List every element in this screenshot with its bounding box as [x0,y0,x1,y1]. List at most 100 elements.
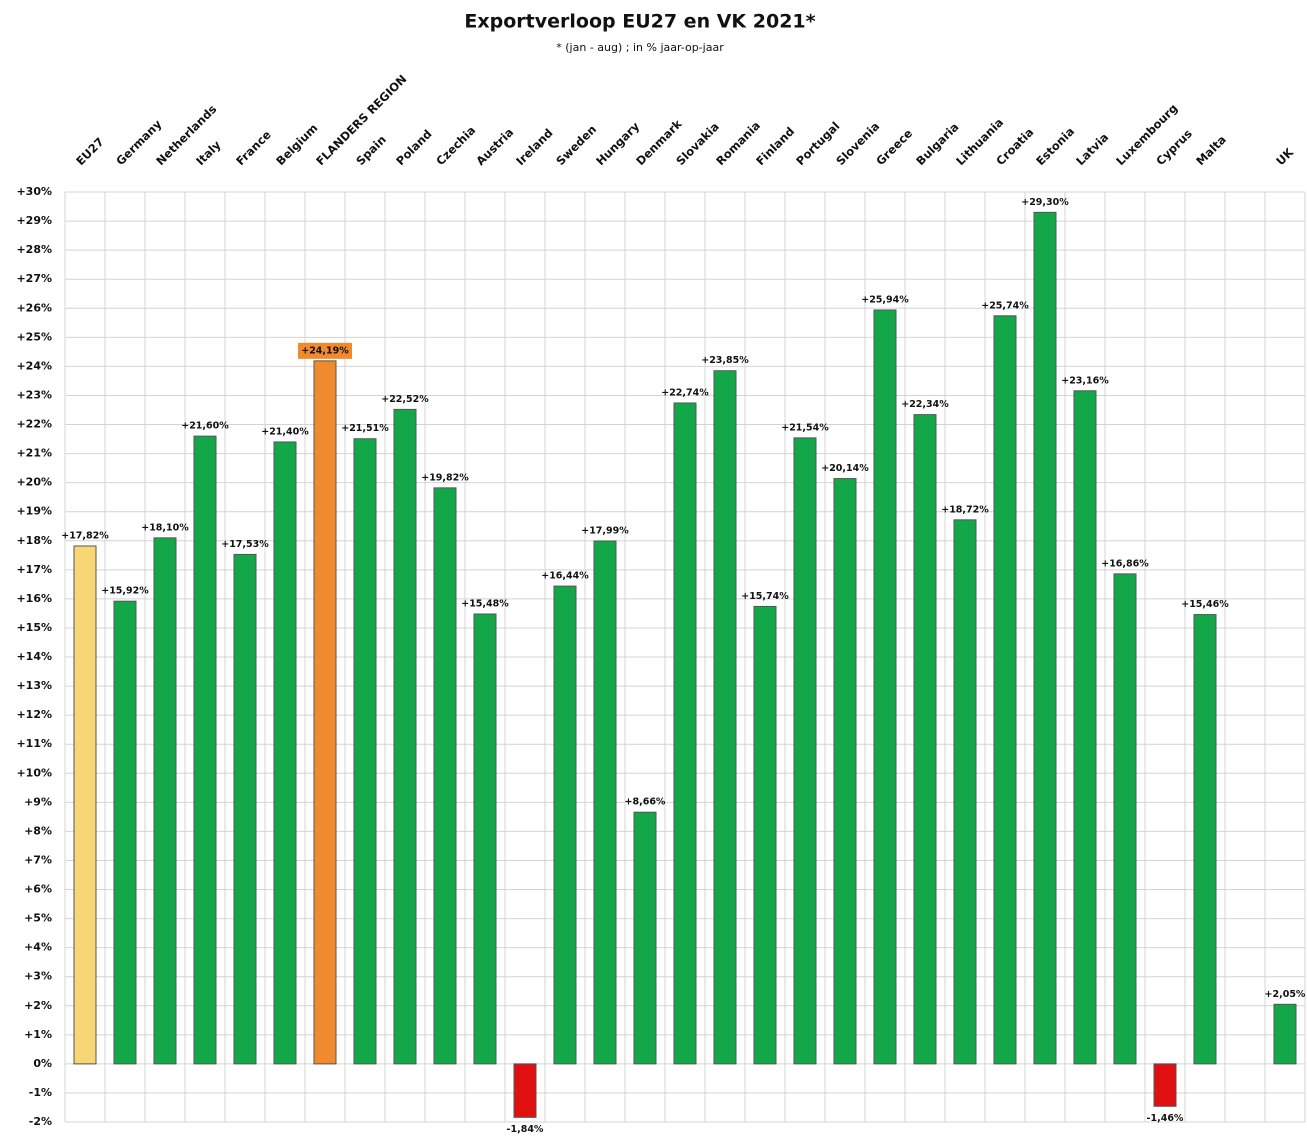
x-tick-label: Poland [393,127,434,168]
value-label: +21,60% [181,421,229,432]
x-tick-label: Latvia [1073,130,1111,168]
value-label: +16,44% [541,571,589,582]
x-tick-label: Belgium [273,121,320,168]
y-tick-label: +3% [24,970,52,983]
bar [273,441,297,1065]
value-label: +15,46% [1181,599,1229,610]
bar [393,408,417,1065]
y-tick-label: +10% [16,766,52,779]
y-tick-label: +24% [16,359,52,372]
bar [913,414,937,1065]
y-tick-label: +14% [16,650,52,663]
y-tick-label: +15% [16,621,52,634]
value-label: +22,74% [661,387,709,398]
y-tick-label: +11% [16,737,52,750]
value-label: +19,82% [421,472,469,483]
bar [593,540,617,1065]
bar [833,478,857,1065]
x-tick-label: Greece [873,126,915,168]
x-tick-label: Czechia [433,123,478,168]
x-tick-label: Ireland [513,126,555,168]
value-label: +2,05% [1265,989,1306,1000]
bar [73,545,97,1065]
bar [673,402,697,1065]
y-tick-label: -2% [29,1115,52,1128]
x-tick-label: Cyprus [1153,126,1195,168]
x-tick-label: Austria [473,125,516,168]
value-label: +18,72% [941,504,989,515]
x-tick-label: France [233,127,274,168]
bar [1193,614,1217,1065]
y-tick-label: +26% [16,301,52,314]
value-label: +22,52% [381,394,429,405]
value-label: +23,16% [1061,375,1109,386]
y-tick-label: 0% [33,1057,52,1070]
y-tick-label: +16% [16,592,52,605]
y-tick-label: +23% [16,388,52,401]
x-tick-label: Sweden [553,122,599,168]
value-label: +20,14% [821,463,869,474]
value-label: -1,46% [1147,1113,1184,1124]
y-tick-label: -1% [29,1086,52,1099]
y-tick-label: +2% [24,999,52,1012]
x-tick-label: EU27 [73,135,106,168]
y-tick-label: +21% [16,447,52,460]
x-tick-label: Bulgaria [913,120,961,168]
y-tick-label: +1% [24,1028,52,1041]
bar [153,537,177,1065]
x-tick-label: UK [1273,145,1297,169]
value-label: +8,66% [625,797,666,808]
y-tick-label: +29% [16,214,52,227]
bar [633,811,657,1065]
value-label: +29,30% [1021,197,1069,208]
value-label: +18,10% [141,522,189,533]
bar [193,435,217,1065]
value-label: +21,51% [341,423,389,434]
value-label: +15,92% [101,586,149,597]
y-tick-label: +6% [24,883,52,896]
bar [873,309,897,1065]
bar [553,585,577,1065]
y-tick-label: +4% [24,941,52,954]
x-tick-label: Italy [193,137,224,168]
y-tick-label: +9% [24,795,52,808]
bar [353,438,377,1065]
y-tick-label: +5% [24,912,52,925]
bar [233,553,257,1065]
value-label: +22,34% [901,399,949,410]
value-label: +15,74% [741,591,789,602]
value-label: +24,19% [301,345,349,356]
bar [993,315,1017,1065]
value-label: +23,85% [701,355,749,366]
y-tick-label: +25% [16,330,52,343]
chart-subtitle: * (jan - aug) ; in % jaar-op-jaar [556,41,724,54]
bar [713,370,737,1065]
bar [953,519,977,1065]
bar [1073,390,1097,1065]
value-label: +21,54% [781,422,829,433]
bar [1033,211,1057,1065]
y-tick-label: +17% [16,563,52,576]
bar [473,613,497,1065]
bar [313,360,337,1065]
value-label: +17,53% [221,539,269,550]
bar [433,487,457,1065]
bar [793,437,817,1065]
y-tick-label: +7% [24,853,52,866]
chart-title: Exportverloop EU27 en VK 2021* [464,11,815,33]
y-tick-label: +12% [16,708,52,721]
y-tick-label: +18% [16,534,52,547]
y-tick-label: +27% [16,272,52,285]
y-tick-label: +20% [16,476,52,489]
y-tick-label: +19% [16,505,52,518]
value-label: +25,94% [861,294,909,305]
bar [1113,573,1137,1065]
bar [513,1063,537,1118]
y-tick-label: +13% [16,679,52,692]
value-label-box [298,342,352,359]
bar [1153,1063,1177,1107]
bar [753,605,777,1065]
y-tick-label: +8% [24,824,52,837]
x-tick-label: Estonia [1033,124,1077,168]
